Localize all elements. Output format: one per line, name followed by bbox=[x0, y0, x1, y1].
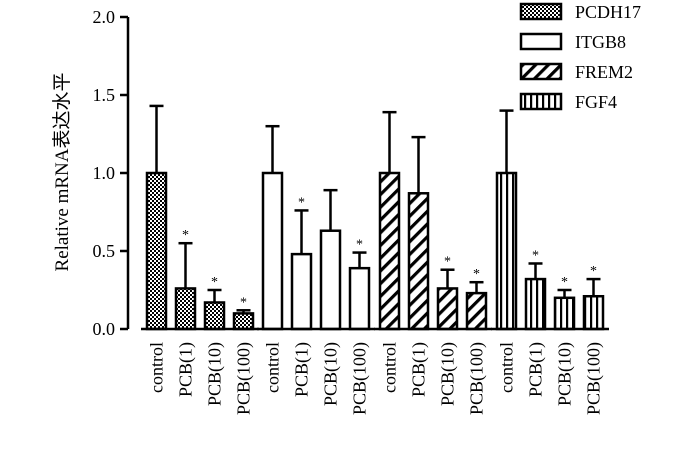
bar-frem2-0 bbox=[378, 171, 401, 331]
legend-label-itgb8: ITGB8 bbox=[575, 32, 626, 52]
y-tick-label: 1.0 bbox=[93, 163, 116, 183]
y-axis-label: Relative mRNA表达水平 bbox=[51, 73, 73, 272]
x-tick-label: PCB(10) bbox=[438, 342, 459, 406]
bar-frem2-2 bbox=[436, 287, 459, 331]
x-tick-label: PCB(100) bbox=[350, 342, 371, 415]
bar-itgb8-2 bbox=[319, 229, 342, 331]
bar-frem2-1 bbox=[407, 192, 430, 331]
series-pcdh17: * * * bbox=[145, 104, 255, 331]
x-tick-label: PCB(1) bbox=[292, 342, 313, 397]
series-fgf4: * * * bbox=[495, 109, 605, 331]
bar-fgf4-1 bbox=[524, 277, 547, 331]
legend-label-pcdh17: PCDH17 bbox=[575, 2, 641, 22]
bar-itgb8-3 bbox=[348, 266, 371, 331]
bar-frem2-3 bbox=[465, 291, 488, 331]
x-tick-label: PCB(100) bbox=[467, 342, 488, 415]
significance-marker: * bbox=[298, 195, 305, 210]
significance-marker: * bbox=[444, 255, 451, 270]
x-tick-label: PCB(10) bbox=[555, 342, 576, 406]
bar-pcdh17-3 bbox=[232, 312, 255, 331]
x-tick-label: PCB(100) bbox=[234, 342, 255, 415]
x-tick-labels: control PCB(1) PCB(10) PCB(100) control PCB(1… bbox=[147, 342, 605, 415]
y-tick-label: 0.5 bbox=[93, 241, 116, 261]
significance-marker: * bbox=[240, 295, 247, 310]
x-tick-label: PCB(10) bbox=[321, 342, 342, 406]
x-tick-label: PCB(10) bbox=[205, 342, 226, 406]
bar-fgf4-2 bbox=[553, 296, 576, 331]
legend: PCDH17 ITGB8 FREM2 FGF4 bbox=[519, 2, 641, 112]
x-tick-label: PCB(1) bbox=[409, 342, 430, 397]
x-tick-label: PCB(1) bbox=[176, 342, 197, 397]
y-tick-label: 2.0 bbox=[93, 7, 116, 27]
x-tick-label: control bbox=[380, 342, 400, 393]
x-tick-label: control bbox=[497, 342, 517, 393]
bar-itgb8-0 bbox=[261, 171, 284, 331]
bar-pcdh17-0 bbox=[145, 171, 168, 331]
bars-layer: ********** bbox=[141, 104, 609, 331]
significance-marker: * bbox=[561, 275, 568, 290]
bar-pcdh17-2 bbox=[203, 301, 226, 331]
bar-fgf4-0 bbox=[495, 171, 518, 331]
bar-pcdh17-1 bbox=[174, 287, 197, 331]
y-tick-label: 0.0 bbox=[93, 319, 116, 339]
significance-marker: * bbox=[590, 264, 597, 279]
significance-marker: * bbox=[182, 228, 189, 243]
x-tick-label: control bbox=[147, 342, 167, 393]
bar-fgf4-3 bbox=[582, 294, 605, 331]
legend-swatch-pcdh17 bbox=[519, 2, 563, 21]
y-axis: 0.0 0.5 1.0 1.5 2.0 bbox=[93, 7, 130, 339]
x-tick-label: control bbox=[263, 342, 283, 393]
y-tick-label: 1.5 bbox=[93, 85, 116, 105]
legend-swatch-fgf4 bbox=[519, 92, 563, 111]
x-tick-label: PCB(1) bbox=[526, 342, 547, 397]
x-tick-label: PCB(100) bbox=[584, 342, 605, 415]
significance-marker: * bbox=[356, 238, 363, 253]
significance-marker: * bbox=[532, 248, 539, 263]
significance-marker: * bbox=[211, 275, 218, 290]
series-frem2: ** bbox=[378, 110, 488, 331]
significance-marker: * bbox=[473, 267, 480, 282]
legend-swatch-frem2 bbox=[519, 62, 563, 81]
legend-label-fgf4: FGF4 bbox=[575, 92, 617, 112]
legend-label-frem2: FREM2 bbox=[575, 62, 633, 82]
legend-swatch-itgb8 bbox=[519, 32, 563, 51]
bar-itgb8-1 bbox=[290, 252, 313, 331]
series-itgb8: ** bbox=[261, 124, 371, 331]
